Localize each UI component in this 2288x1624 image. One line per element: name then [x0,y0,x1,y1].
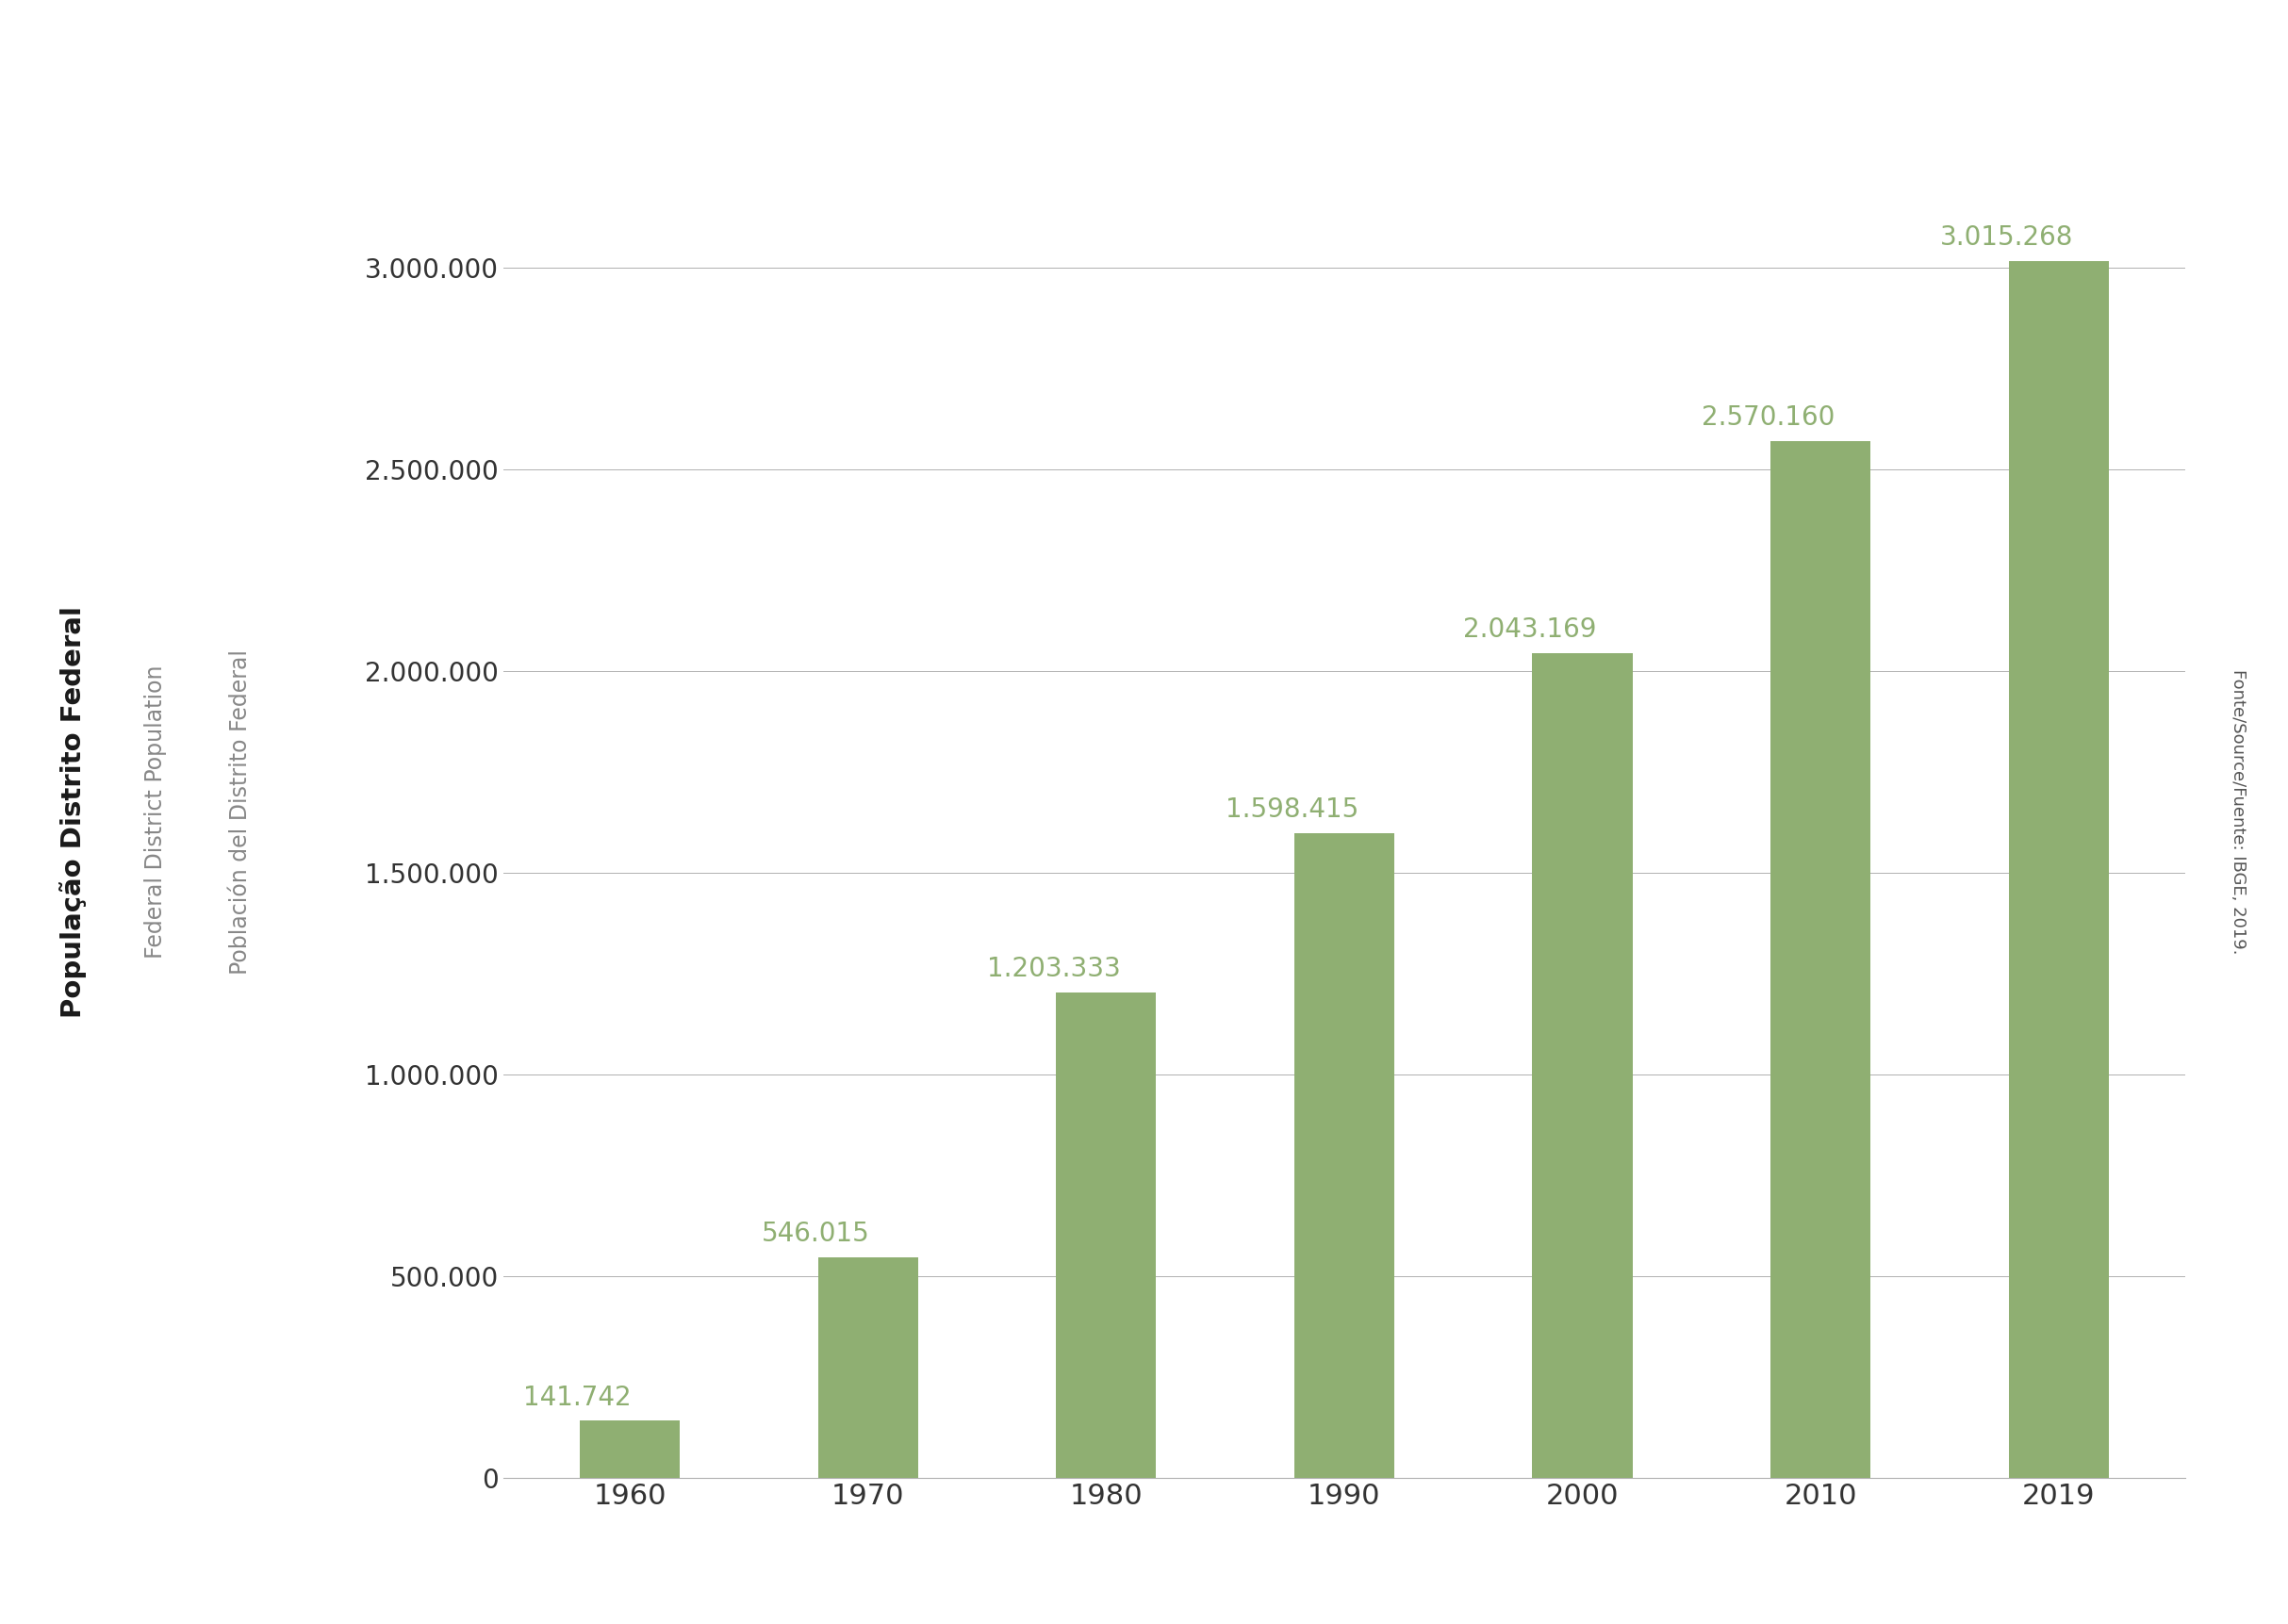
Text: População Distrito Federal: População Distrito Federal [59,606,87,1018]
Bar [1771,440,1872,1478]
Bar [2009,261,2110,1478]
Text: 3.015.268: 3.015.268 [1940,224,2073,252]
Text: 1.598.415: 1.598.415 [1226,796,1359,823]
Text: 141.742: 141.742 [524,1384,631,1411]
Text: 1.203.333: 1.203.333 [986,957,1121,983]
Text: 2.570.160: 2.570.160 [1702,404,1835,430]
Bar [817,1257,917,1478]
Bar [1295,833,1393,1478]
Text: 2.043.169: 2.043.169 [1464,617,1597,643]
Text: Fonte/Source/Fuente: IBGE, 2019.: Fonte/Source/Fuente: IBGE, 2019. [2229,669,2247,955]
Bar [579,1421,680,1478]
Text: Población del Distrito Federal: Población del Distrito Federal [229,650,252,974]
Bar [1057,992,1155,1478]
Text: 546.015: 546.015 [762,1221,869,1247]
Bar [1533,653,1631,1478]
Text: Federal District Population: Federal District Population [144,666,167,958]
